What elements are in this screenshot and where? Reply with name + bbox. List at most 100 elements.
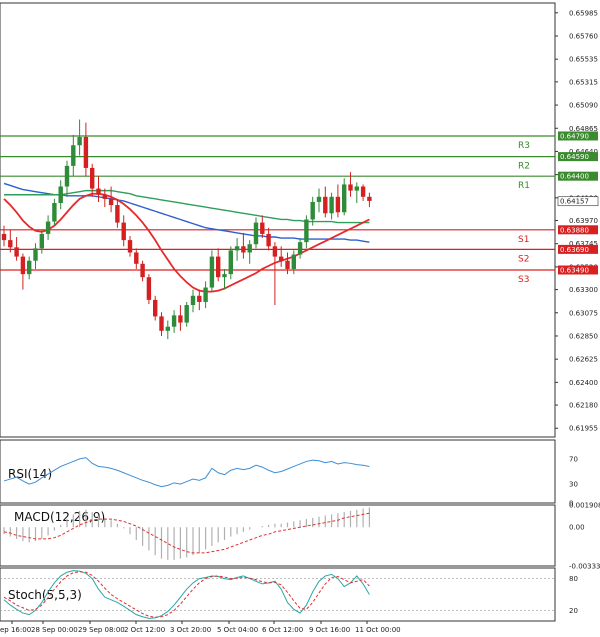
candle-body <box>153 299 158 317</box>
candle-body <box>291 254 296 269</box>
level-name-r1: R1 <box>518 181 530 191</box>
candle-body <box>272 246 278 257</box>
macd-tick-label: 0.001908 <box>569 502 600 510</box>
macd-signal-line <box>3 512 370 554</box>
macd-tick-label: 0.00 <box>569 524 585 532</box>
current-price-label: 0.64157 <box>560 198 589 206</box>
candle-body <box>253 222 259 245</box>
candle-body <box>285 260 290 269</box>
candle-body <box>190 295 196 306</box>
candle-body <box>266 233 271 247</box>
candle-body <box>52 202 57 222</box>
x-tick-label: 2 Oct 12:00 <box>124 626 165 634</box>
candle-body <box>39 233 44 249</box>
level-name-r3: R3 <box>518 141 530 151</box>
x-tick-label: 5 Oct 04:00 <box>217 626 258 634</box>
y-tick-label: 0.64865 <box>569 125 598 133</box>
candle-body <box>329 196 334 214</box>
candle-body <box>14 247 19 257</box>
level-price-label: 0.64590 <box>560 153 589 161</box>
rsi-panel-frame <box>0 439 556 504</box>
candle-body <box>115 205 120 223</box>
y-tick-label: 0.62625 <box>569 356 598 364</box>
candle-body <box>96 188 101 195</box>
rsi-tick-label: 70 <box>569 455 578 463</box>
candle-body <box>165 326 170 331</box>
candle-body <box>184 305 189 323</box>
level-name-s3: S3 <box>518 275 529 285</box>
candle-body <box>335 196 341 213</box>
macd-panel-frame <box>0 504 556 567</box>
rsi-tick-label: 0 <box>569 500 573 508</box>
y-tick-label: 0.63745 <box>569 240 598 248</box>
candle-body <box>209 256 215 288</box>
level-price-label: 0.63490 <box>560 266 589 274</box>
macd-panel: MACD(12,26,9) 0.001908 0.00 -0.003331 <box>0 502 600 571</box>
stoch-tick-label: 80 <box>569 575 578 583</box>
candle-body <box>342 184 347 213</box>
macd-title: MACD(12,26,9) <box>14 510 105 524</box>
candle-body <box>77 137 82 146</box>
candle-body <box>71 145 76 166</box>
y-tick-label: 0.62400 <box>569 379 598 387</box>
candle-body <box>45 221 51 234</box>
x-tick-label: 6 Oct 12:00 <box>262 626 303 634</box>
level-price-tag <box>558 244 598 254</box>
level-price-tag <box>558 265 598 275</box>
candle-body <box>310 201 315 220</box>
candle-body <box>8 240 13 248</box>
rsi-title: RSI(14) <box>8 467 52 481</box>
price-panel-frame <box>0 2 556 438</box>
level-price-label: 0.63880 <box>560 226 589 234</box>
candle-body <box>348 184 353 191</box>
level-price-tag <box>558 171 598 181</box>
candle-body <box>27 260 32 275</box>
stoch-title: Stoch(5,5,3) <box>8 588 82 602</box>
candle-body <box>367 196 372 201</box>
y-tick-label: 0.65760 <box>569 32 598 40</box>
candle-body <box>102 194 107 199</box>
y-tick-label: 0.65535 <box>569 56 598 64</box>
stoch-panel: Stoch(5,5,3) 80 20 <box>0 567 578 622</box>
candle-body <box>58 186 63 203</box>
candle-body <box>323 196 328 214</box>
level-name-r2: R2 <box>518 162 530 172</box>
x-tick-label: 29 Sep 08:00 <box>78 626 125 634</box>
x-tick-label: ep 16:00 <box>0 626 31 634</box>
candle-body <box>127 240 133 253</box>
stoch-k-line <box>3 570 370 619</box>
level-price-tag <box>558 225 598 235</box>
y-tick-label: 0.62850 <box>569 332 598 340</box>
candle-body <box>121 222 126 241</box>
candle-body <box>140 263 145 278</box>
candle-body <box>178 315 183 323</box>
y-tick-label: 0.65315 <box>569 78 598 86</box>
candle-body <box>146 277 152 300</box>
candle-body <box>228 250 233 275</box>
price-panel: 0.65985 0.65760 0.65535 0.65315 0.65090 0.648… <box>0 2 599 438</box>
candle-body <box>260 222 265 234</box>
time-axis: ep 16:00 28 Sep 00:00 29 Sep 08:00 2 Oct 12… <box>0 621 401 634</box>
level-price-label: 0.64790 <box>560 132 589 140</box>
candle-body <box>171 315 177 327</box>
y-tick-label: 0.63300 <box>569 286 598 294</box>
candle-body <box>222 274 227 278</box>
level-name-s1: S1 <box>518 235 529 245</box>
candle-body <box>197 295 202 302</box>
candle-body <box>316 196 322 202</box>
y-tick-label: 0.61955 <box>569 425 598 433</box>
y-tick-label: 0.65985 <box>569 9 598 17</box>
candle-body <box>247 244 252 253</box>
y-tick-label: 0.63970 <box>569 217 598 225</box>
level-price-label: 0.64400 <box>560 173 589 181</box>
x-tick-label: 28 Sep 00:00 <box>31 626 78 634</box>
candle-body <box>159 316 164 331</box>
candle-body <box>1 233 7 241</box>
level-price-tag <box>558 131 598 141</box>
x-tick-label: 11 Oct 00:00 <box>355 626 401 634</box>
candle-body <box>83 137 89 168</box>
stoch-panel-frame <box>0 567 556 622</box>
y-tick-label: 0.65090 <box>569 102 598 110</box>
